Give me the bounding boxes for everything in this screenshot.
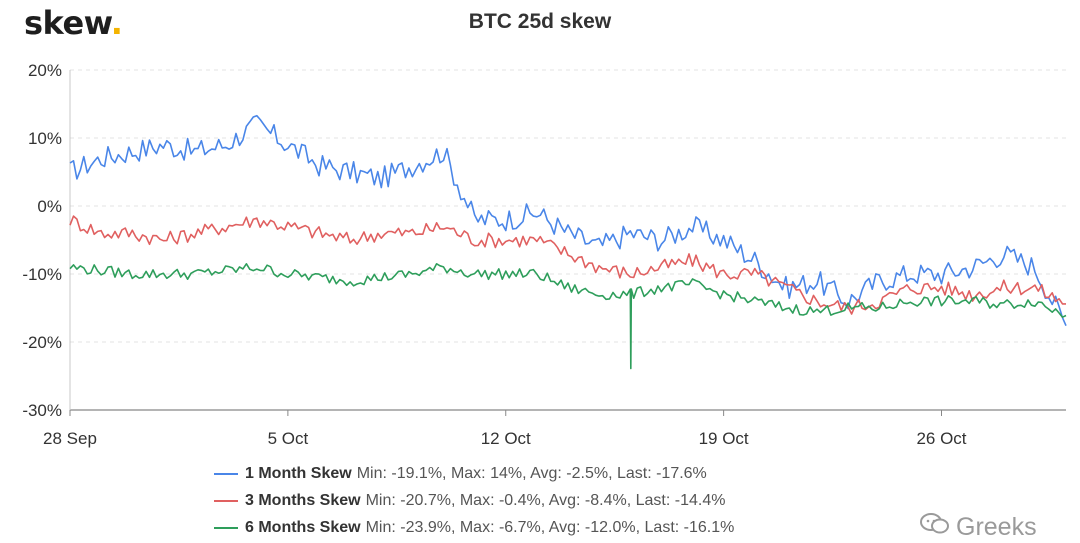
y-tick-label: 0%: [37, 197, 62, 216]
chart-legend: 1 Month Skew Min: -19.1%, Max: 14%, Avg:…: [214, 460, 734, 541]
y-tick-label: 10%: [28, 129, 62, 148]
x-axis: 28 Sep 5 Oct 12 Oct 19 Oct 26 Oct: [43, 70, 1066, 448]
legend-swatch: [214, 499, 238, 502]
x-tick-label: 5 Oct: [268, 429, 309, 448]
x-tick-label: 12 Oct: [481, 429, 531, 448]
x-tick-label: 28 Sep: [43, 429, 97, 448]
greeks-watermark: Greeks: [920, 512, 1037, 543]
y-tick-label: -20%: [22, 333, 62, 352]
legend-series-stats: Min: -23.9%, Max: -6.7%, Avg: -12.0%, La…: [365, 519, 735, 536]
legend-series-name: 3 Months Skew: [245, 492, 361, 509]
y-tick-label: 20%: [28, 61, 62, 80]
y-axis-labels: 20% 10% 0% -10% -20% -30%: [22, 61, 62, 420]
legend-series-stats: Min: -20.7%, Max: -0.4%, Avg: -8.4%, Las…: [365, 492, 726, 509]
legend-item-6-months-skew[interactable]: 6 Months Skew Min: -23.9%, Max: -6.7%, A…: [214, 514, 734, 541]
y-tick-label: -10%: [22, 265, 62, 284]
watermark-text: Greeks: [956, 513, 1037, 541]
logo-text: skew: [24, 4, 111, 42]
wechat-icon: [920, 512, 950, 543]
grid-lines: [70, 69, 1066, 343]
y-tick-label: -30%: [22, 401, 62, 420]
legend-item-1-month-skew[interactable]: 1 Month Skew Min: -19.1%, Max: 14%, Avg:…: [214, 460, 734, 487]
series-line-3-months-skew: [69, 215, 1066, 315]
legend-swatch: [214, 526, 238, 529]
legend-series-name: 1 Month Skew: [245, 465, 352, 482]
x-tick-label: 26 Oct: [916, 429, 966, 448]
x-tick-label: 19 Oct: [699, 429, 749, 448]
skew-logo: skew.: [24, 4, 123, 42]
series-lines: [69, 114, 1067, 370]
legend-swatch: [214, 472, 238, 475]
logo-dot: .: [110, 4, 123, 42]
legend-series-name: 6 Months Skew: [245, 519, 361, 536]
series-line-1-month-skew: [69, 114, 1067, 327]
legend-item-3-months-skew[interactable]: 3 Months Skew Min: -20.7%, Max: -0.4%, A…: [214, 487, 734, 514]
series-line-6-months-skew: [69, 263, 1067, 370]
legend-series-stats: Min: -19.1%, Max: 14%, Avg: -2.5%, Last:…: [356, 465, 707, 482]
chart-title: BTC 25d skew: [468, 10, 612, 33]
